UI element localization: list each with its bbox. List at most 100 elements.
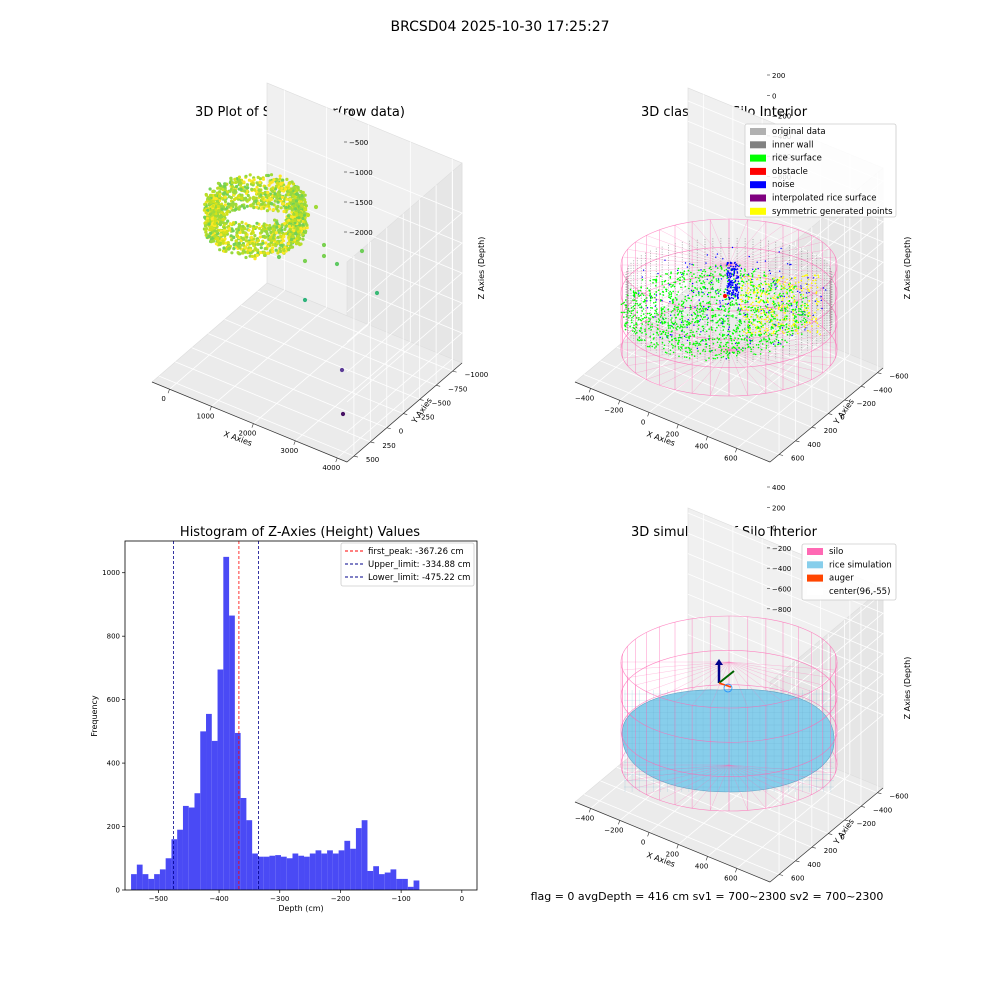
rice-surface-point: [650, 295, 653, 298]
symmetric-point: [816, 330, 819, 332]
rice-surface-point: [724, 274, 726, 276]
rice-surface-point: [720, 350, 723, 352]
rice-surface-point: [765, 340, 768, 343]
histogram-bar: [148, 878, 155, 890]
grid-line: [583, 794, 780, 875]
rice-surface-point: [691, 295, 694, 298]
rice-surface-point: [649, 292, 651, 295]
rice-surface-point: [665, 273, 667, 275]
rice-surface-point: [686, 321, 688, 323]
symmetric-point: [776, 281, 779, 284]
rice-surface-point: [703, 285, 705, 288]
symmetric-point: [793, 322, 796, 325]
rice-surface-point: [776, 285, 778, 288]
rice-surface-point: [623, 316, 625, 318]
rice-surface-point: [747, 306, 749, 309]
raw-point: [289, 191, 294, 195]
rice-surface-point: [675, 323, 678, 325]
rice-surface-point: [722, 322, 725, 324]
rice-surface-point: [723, 345, 725, 348]
rice-surface-point: [682, 344, 685, 346]
raw-point: [265, 209, 269, 213]
rice-surface-point: [744, 270, 746, 272]
rice-surface-point: [716, 321, 719, 324]
rice-surface-point: [669, 275, 672, 278]
raw-point: [230, 238, 234, 242]
legend-swatch: [750, 128, 766, 135]
rice-surface-point: [722, 275, 724, 278]
rice-surface-point: [770, 326, 773, 328]
rice-surface-point: [790, 329, 793, 332]
rice-surface-point: [648, 317, 650, 319]
raw-point: [213, 234, 217, 238]
symmetric-point: [777, 294, 780, 296]
rice-surface-point: [688, 337, 690, 340]
raw-point: [217, 194, 222, 198]
rice-surface-point: [779, 327, 781, 330]
rice-surface-point: [680, 336, 683, 339]
rice-surface-point: [632, 326, 634, 329]
symmetric-point: [792, 310, 794, 313]
rice-surface-point: [674, 337, 677, 340]
raw-point-outlier: [340, 411, 346, 417]
rice-surface-point: [701, 310, 703, 312]
raw-point: [258, 180, 262, 184]
rice-surface-point: [722, 325, 724, 328]
symmetric-point: [752, 292, 755, 295]
rice-surface-point: [786, 292, 788, 295]
symmetric-point: [772, 330, 775, 333]
rice-surface-point: [743, 320, 746, 323]
raw-point: [262, 224, 266, 228]
raw-point: [240, 220, 244, 224]
grid-line: [600, 360, 796, 442]
rice-surface-point: [637, 290, 640, 292]
rice-surface-point: [683, 280, 685, 283]
rice-surface-point: [656, 312, 658, 315]
grid-line: [295, 341, 411, 442]
auger-noise-point: [729, 297, 731, 300]
rice-surface-point: [708, 301, 711, 303]
grid-line: [169, 289, 285, 390]
rice-surface-point: [645, 304, 647, 307]
symmetric-point: [745, 291, 748, 294]
symmetric-point: [758, 301, 761, 304]
rice-surface-point: [799, 308, 802, 311]
raw-point: [246, 193, 250, 198]
rice-surface-point: [709, 303, 712, 305]
silo-floor-spoke: [674, 349, 730, 390]
silo-roof-spoke: [622, 256, 730, 266]
symmetric-point: [815, 291, 818, 293]
grid-line: [633, 333, 829, 414]
rice-surface-point: [714, 357, 716, 360]
rice-surface-point: [735, 341, 738, 344]
rice-surface-point: [709, 283, 712, 286]
raw-point: [256, 250, 260, 255]
rice-surface-point: [632, 299, 634, 301]
rice-surface-point: [622, 311, 624, 314]
raw-point: [277, 228, 281, 232]
raw-point: [267, 183, 271, 187]
rice-surface-point: [682, 323, 685, 326]
raw-point: [219, 186, 223, 191]
rice-surface-point: [725, 352, 727, 355]
rice-surface-point: [736, 327, 738, 329]
symmetric-point: [757, 301, 759, 303]
rice-surface-point: [802, 314, 804, 316]
x-tick-mark: [676, 844, 679, 849]
raw-point: [230, 251, 234, 255]
rice-surface-point: [754, 319, 756, 321]
symmetric-point: [754, 331, 757, 334]
rice-surface-point: [723, 338, 726, 340]
raw-point: [219, 204, 224, 209]
y-tick-label: 600: [791, 874, 804, 882]
noise-point: [660, 322, 662, 324]
symmetric-point: [756, 315, 759, 317]
noise-point: [790, 311, 792, 313]
symmetric-point: [796, 321, 798, 324]
rice-surface-point: [641, 279, 644, 281]
auger-noise-point: [729, 290, 732, 292]
rice-surface-point: [740, 307, 742, 310]
legend-label: obstacle: [772, 167, 808, 177]
